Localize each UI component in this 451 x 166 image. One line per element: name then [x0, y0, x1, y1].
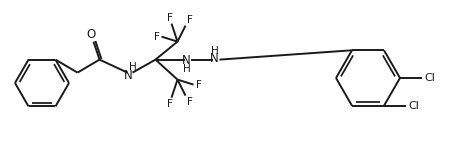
Text: N: N: [182, 54, 190, 67]
Text: F: F: [153, 32, 159, 42]
Text: O: O: [87, 28, 96, 41]
Text: H: H: [129, 62, 136, 72]
Text: N: N: [124, 69, 133, 82]
Text: H: H: [182, 64, 190, 74]
Text: Cl: Cl: [423, 73, 434, 83]
Text: F: F: [166, 99, 172, 109]
Text: F: F: [186, 97, 192, 107]
Text: H: H: [210, 46, 218, 56]
Text: F: F: [195, 80, 201, 90]
Text: Cl: Cl: [408, 101, 419, 111]
Text: N: N: [210, 52, 218, 65]
Text: F: F: [186, 15, 192, 25]
Text: F: F: [166, 13, 172, 23]
